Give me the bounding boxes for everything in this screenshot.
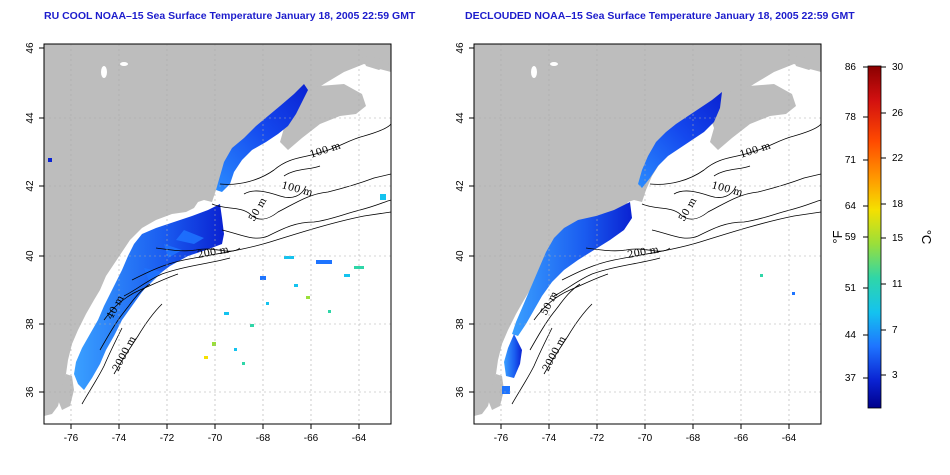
right-x-tick-72: -72 bbox=[590, 433, 605, 444]
right-x-tick-70: -70 bbox=[638, 433, 653, 444]
right-map: 100 m 100 m 50 m 200 m 50 m 2000 m -76 -… bbox=[455, 42, 822, 444]
left-x-tick-68: -68 bbox=[256, 433, 271, 444]
colorbar-c-label-3: 3 bbox=[892, 370, 898, 381]
right-map-frame bbox=[473, 43, 822, 425]
left-grid bbox=[44, 44, 391, 424]
left-y-tick-42: 42 bbox=[25, 180, 36, 192]
left-x-tick-74: -74 bbox=[112, 433, 127, 444]
colorbar-gradient bbox=[867, 65, 882, 409]
right-y-tick-42: 42 bbox=[455, 180, 466, 192]
right-y-tick-46: 46 bbox=[455, 42, 466, 54]
right-y-tick-38: 38 bbox=[455, 318, 466, 330]
right-sst-delmarva bbox=[504, 334, 522, 378]
right-x-tick-74: -74 bbox=[542, 433, 557, 444]
colorbar-f-label-44: 44 bbox=[845, 330, 857, 341]
left-x-tick-66: -66 bbox=[304, 433, 319, 444]
colorbar-f-label-71: 71 bbox=[845, 155, 857, 166]
right-sst-mid-atlantic bbox=[512, 202, 632, 336]
right-y-tick-36: 36 bbox=[455, 386, 466, 398]
colorbar-c-label-15: 15 bbox=[892, 233, 904, 244]
right-sst-gulf-of-maine bbox=[638, 92, 722, 188]
left-x-tick-64: -64 bbox=[352, 433, 367, 444]
left-map: 100 m 100 m 50 m 200 m 40 m 2000 m -76 -… bbox=[25, 42, 392, 444]
left-y-tick-44: 44 bbox=[25, 112, 36, 124]
colorbar-c-label-30: 30 bbox=[892, 62, 904, 73]
colorbar-c-label-7: 7 bbox=[892, 325, 898, 336]
right-sst-scattered-pixels bbox=[502, 274, 795, 394]
colorbar-ticks bbox=[863, 66, 886, 379]
colorbar-f-label-78: 78 bbox=[845, 112, 857, 123]
left-y-tick-46: 46 bbox=[25, 42, 36, 54]
left-map-title: RU COOL NOAA–15 Sea Surface Temperature … bbox=[44, 10, 416, 22]
right-x-tick-76: -76 bbox=[494, 433, 509, 444]
colorbar-c-label-26: 26 bbox=[892, 108, 904, 119]
right-ticks bbox=[469, 47, 790, 429]
colorbar-f-label-86: 86 bbox=[845, 62, 857, 73]
right-grid bbox=[474, 44, 821, 424]
left-y-tick-36: 36 bbox=[25, 386, 36, 398]
colorbar-f-label-51: 51 bbox=[845, 283, 857, 294]
left-x-tick-72: -72 bbox=[160, 433, 175, 444]
right-x-tick-64: -64 bbox=[782, 433, 797, 444]
right-x-tick-66: -66 bbox=[734, 433, 749, 444]
right-y-tick-40: 40 bbox=[455, 250, 466, 262]
left-sst-gulf-of-maine bbox=[216, 84, 308, 192]
colorbar-f-label-59: 59 bbox=[845, 232, 857, 243]
colorbar-c-label-11: 11 bbox=[892, 279, 903, 290]
colorbar-c-label-22: 22 bbox=[892, 153, 904, 164]
left-sst-streaks bbox=[144, 230, 204, 284]
left-x-tick-76: -76 bbox=[64, 433, 79, 444]
colorbar: 86 78 71 64 59 51 44 37 30 26 22 18 15 1… bbox=[830, 62, 934, 409]
colorbar-fahrenheit-unit: °F bbox=[830, 230, 845, 243]
left-map-frame bbox=[43, 43, 392, 425]
left-y-tick-40: 40 bbox=[25, 250, 36, 262]
colorbar-celsius-unit: °C bbox=[919, 230, 934, 245]
colorbar-f-label-64: 64 bbox=[845, 201, 857, 212]
colorbar-f-label-37: 37 bbox=[845, 373, 857, 384]
right-map-title: DECLOUDED NOAA–15 Sea Surface Temperatur… bbox=[465, 10, 855, 22]
left-y-tick-38: 38 bbox=[25, 318, 36, 330]
left-x-tick-70: -70 bbox=[208, 433, 223, 444]
left-ticks bbox=[39, 47, 360, 429]
right-x-tick-68: -68 bbox=[686, 433, 701, 444]
colorbar-c-label-18: 18 bbox=[892, 199, 904, 210]
right-y-tick-44: 44 bbox=[455, 112, 466, 124]
left-sst-scattered-pixels bbox=[48, 158, 386, 365]
